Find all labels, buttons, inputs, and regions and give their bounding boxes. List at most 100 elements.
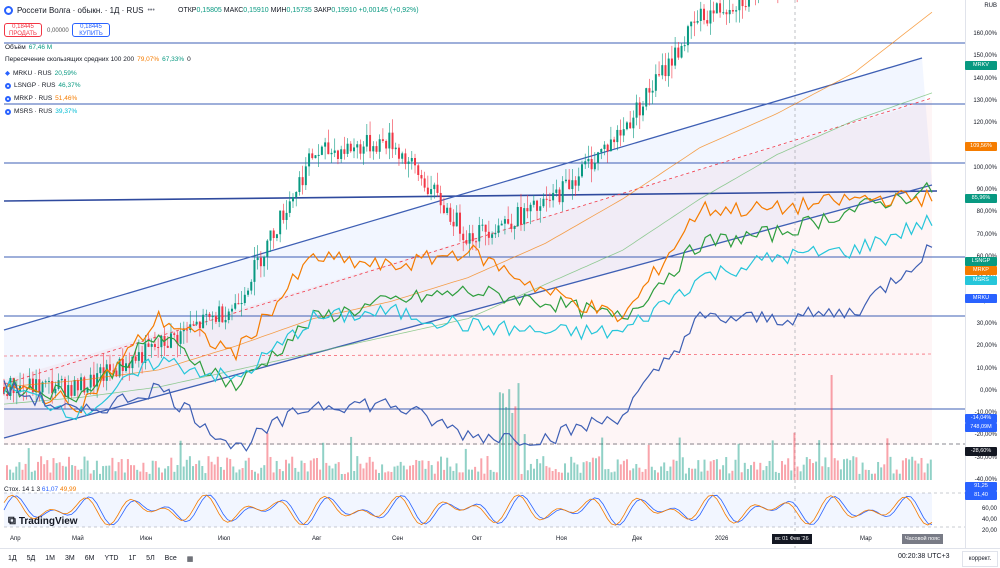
volume-bar: [715, 459, 718, 480]
candle: [147, 343, 150, 347]
candle: [96, 373, 99, 387]
volume-bar: [846, 458, 849, 480]
range-button-6м[interactable]: 6М: [84, 555, 95, 562]
volume-bar: [114, 471, 117, 480]
candle: [674, 47, 677, 66]
candle: [629, 122, 632, 129]
volume-bar: [418, 460, 421, 480]
range-button-1г[interactable]: 1Г: [128, 555, 137, 562]
series-line-mrku: [3, 244, 933, 452]
candle: [728, 9, 731, 15]
volume-bar: [567, 472, 570, 480]
candle: [250, 281, 253, 291]
volume-bar: [378, 472, 380, 480]
candle: [452, 221, 455, 227]
volume-bar: [678, 437, 681, 480]
range-button-ytd[interactable]: YTD: [104, 555, 119, 562]
volume-bar: [95, 460, 98, 480]
range-button-5д[interactable]: 5Д: [26, 555, 36, 562]
volume-bar: [551, 471, 554, 480]
volume-bar: [653, 470, 656, 480]
candle: [282, 210, 285, 220]
volume-bar: [768, 460, 771, 480]
price-chart[interactable]: [0, 0, 965, 548]
stoch-axis-tick: 20,00: [981, 528, 997, 534]
volume-bar: [223, 469, 225, 480]
candle: [426, 187, 429, 195]
compare-legend-msrs[interactable]: MSRS · RUS 39,37%: [5, 108, 77, 115]
volume-bar: [694, 468, 697, 480]
axis-tick: 90,00%: [976, 187, 997, 194]
correction-button[interactable]: коррект.: [962, 551, 998, 567]
series-line-lsngp: [3, 181, 933, 403]
volume-bar: [46, 460, 49, 480]
volume-bar: [353, 470, 356, 480]
clock[interactable]: 00:20:38 UTC+3: [898, 553, 950, 560]
volume-bar: [874, 473, 876, 480]
volume-bar: [657, 472, 659, 480]
candle: [735, 10, 738, 12]
range-button-3м[interactable]: 3М: [65, 555, 75, 562]
channel-fill: [4, 58, 932, 438]
candle: [606, 144, 609, 152]
stoch-legend[interactable]: Стох. 14 1 3 61,07 49,99: [4, 486, 77, 493]
volume-bar: [467, 469, 470, 480]
candle: [622, 129, 625, 136]
compare-legend-lsngp[interactable]: LSNGP · RUS 46,37%: [5, 82, 80, 89]
volume-bar: [545, 466, 548, 480]
candle: [462, 233, 465, 241]
buy-price: 0,18445: [80, 24, 102, 30]
buy-button[interactable]: 0,18445 КУПИТЬ: [72, 23, 110, 37]
volume-bar: [644, 469, 647, 480]
sell-button[interactable]: 0,18445 ПРОДАТЬ: [4, 23, 42, 37]
axis-tick: -40,00%: [974, 477, 997, 483]
volume-bar: [294, 467, 297, 480]
candle: [747, 0, 750, 7]
volume-bar: [740, 472, 743, 480]
range-button-1д[interactable]: 1Д: [8, 555, 17, 562]
candle: [394, 147, 397, 150]
compare-legend-mrkp[interactable]: MRKP · RUS 51,46%: [5, 95, 77, 102]
volume-bar: [684, 473, 687, 480]
candle: [304, 166, 307, 186]
candle: [677, 47, 680, 58]
volume-bar: [334, 463, 337, 480]
ma100-line: [3, 11, 933, 388]
compare-legend-mrku[interactable]: ◆ MRKU · RUS 20,59%: [5, 69, 77, 78]
candle: [500, 223, 503, 226]
axis-tick: -30,00%: [974, 454, 997, 461]
candle: [86, 387, 89, 393]
volume-bar: [105, 465, 108, 480]
candle: [686, 26, 689, 46]
candle: [475, 241, 478, 243]
volume-bar: [415, 459, 418, 480]
candle: [266, 240, 269, 257]
volume-bar: [474, 466, 477, 480]
price-badge: MRKP +55,35%: [965, 266, 997, 282]
volume-bar: [839, 469, 842, 480]
volume-bar: [188, 456, 191, 480]
volume-bar: [588, 462, 591, 480]
range-button-5л[interactable]: 5Л: [146, 555, 155, 562]
lower-zone-fill: [4, 100, 932, 445]
volume-bar: [762, 470, 765, 480]
candle: [597, 152, 600, 164]
candle: [430, 189, 433, 195]
ma-cross-legend[interactable]: Пересечение скользящих средних 100 200 7…: [5, 56, 191, 63]
timezone-button[interactable]: Часовой пояс: [902, 534, 943, 544]
candle: [259, 257, 262, 267]
candle: [529, 204, 532, 212]
volume-bar: [207, 456, 210, 480]
candle: [176, 334, 179, 344]
volume-legend[interactable]: Объём 67,46 M: [5, 44, 53, 51]
volume-bar: [229, 459, 232, 480]
volume-bar: [750, 465, 752, 480]
range-button-1м[interactable]: 1М: [45, 555, 56, 562]
range-button-все[interactable]: Все: [164, 555, 177, 562]
symbol-header[interactable]: Россети Волга · обыкн. · 1Д · RUS •••: [4, 6, 155, 15]
candle: [548, 199, 551, 201]
candle: [619, 129, 622, 136]
volume-bar: [892, 473, 895, 480]
more-icon[interactable]: •••: [147, 7, 155, 14]
calendar-icon[interactable]: ▦: [186, 555, 194, 563]
